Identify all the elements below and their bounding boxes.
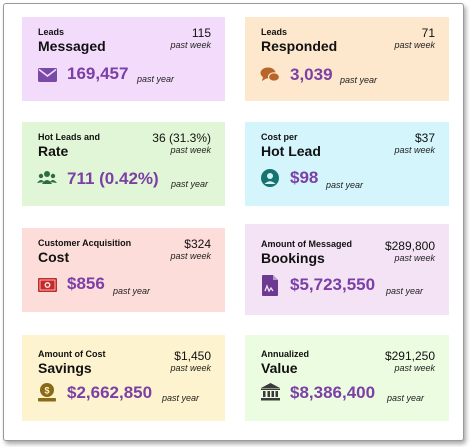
past-year-label: past year <box>137 74 175 84</box>
past-week-value: $37 <box>414 131 435 145</box>
past-week-label: past week <box>394 40 435 50</box>
card-title: Rate <box>38 143 69 159</box>
coin-stack-icon: $ <box>37 382 57 402</box>
past-year-label: past year <box>387 393 425 403</box>
card-label-small: Leads <box>38 27 65 37</box>
card-label-small: Hot Leads and <box>38 132 101 142</box>
past-year-value: $98 <box>290 168 319 187</box>
past-year-value: $2,662,850 <box>67 383 153 402</box>
past-week-value: 36 (31.3%) <box>152 131 211 145</box>
past-year-value: $856 <box>67 274 105 293</box>
past-week-value: 71 <box>421 26 435 40</box>
past-year-label: past year <box>113 286 151 296</box>
cost-savings-card: Amount of Cost Savings $1,450 past week … <box>22 335 225 421</box>
past-week-label: past week <box>170 40 211 50</box>
past-year-value: $8,386,400 <box>290 383 376 402</box>
card-title: Messaged <box>38 38 106 54</box>
past-year-value: 169,457 <box>67 64 129 83</box>
cost-per-hot-lead-card: Cost per Hot Lead $37 past week $98 past… <box>245 122 449 206</box>
card-title: Cost <box>38 249 70 265</box>
past-week-value: $1,450 <box>174 349 211 363</box>
past-week-value: 115 <box>191 26 211 40</box>
messaged-bookings-card: Amount of Messaged Bookings $289,800 pas… <box>245 224 449 315</box>
customer-acquisition-cost-card: Customer Acquisition Cost $324 past week… <box>22 228 225 312</box>
card-title: Bookings <box>261 250 325 266</box>
money-bill-icon <box>37 275 57 295</box>
card-title: Responded <box>261 38 338 54</box>
card-label-small: Cost per <box>261 132 298 142</box>
past-year-value: 711 (0.42%) <box>67 169 159 188</box>
annualized-value-card: Annualized Value $291,250 past week $8,3… <box>245 335 449 421</box>
past-week-value: $289,800 <box>384 239 435 253</box>
hot-leads-rate-card: Hot Leads and Rate 36 (31.3%) past week … <box>22 122 225 206</box>
users-icon <box>37 168 57 188</box>
past-week-label: past week <box>394 253 435 263</box>
card-title: Hot Lead <box>261 143 321 159</box>
past-year-value: $5,723,550 <box>290 275 376 294</box>
past-week-label: past week <box>394 363 435 373</box>
signed-document-icon <box>260 274 280 296</box>
past-year-label: past year <box>326 180 364 190</box>
card-label-small: Amount of Cost <box>38 349 106 359</box>
leads-responded-card: Leads Responded 71 past week 3,039 past … <box>245 17 449 101</box>
card-title: Value <box>261 360 298 376</box>
past-year-label: past year <box>171 179 209 189</box>
card-label-small: Amount of Messaged <box>261 239 353 249</box>
past-week-value: $324 <box>184 237 211 251</box>
past-week-label: past week <box>170 251 211 261</box>
chat-bubbles-icon <box>260 65 280 85</box>
user-circle-icon <box>260 168 280 188</box>
past-year-label: past year <box>162 393 200 403</box>
past-week-label: past week <box>394 145 435 155</box>
past-week-value: $291,250 <box>384 349 435 363</box>
past-year-label: past year <box>386 286 424 296</box>
past-year-value: 3,039 <box>290 65 333 84</box>
past-week-label: past week <box>170 363 211 373</box>
card-label-small: Customer Acquisition <box>38 238 132 248</box>
card-label-small: Leads <box>261 27 288 37</box>
past-week-label: past week <box>170 145 211 155</box>
svg-text:$: $ <box>44 385 49 395</box>
card-title: Savings <box>38 360 92 376</box>
bank-icon <box>260 382 280 402</box>
leads-messaged-card: Leads Messaged 115 past week 169,457 pas… <box>22 17 225 101</box>
envelope-icon <box>37 65 57 85</box>
past-year-label: past year <box>340 75 378 85</box>
card-label-small: Annualized <box>261 349 310 359</box>
